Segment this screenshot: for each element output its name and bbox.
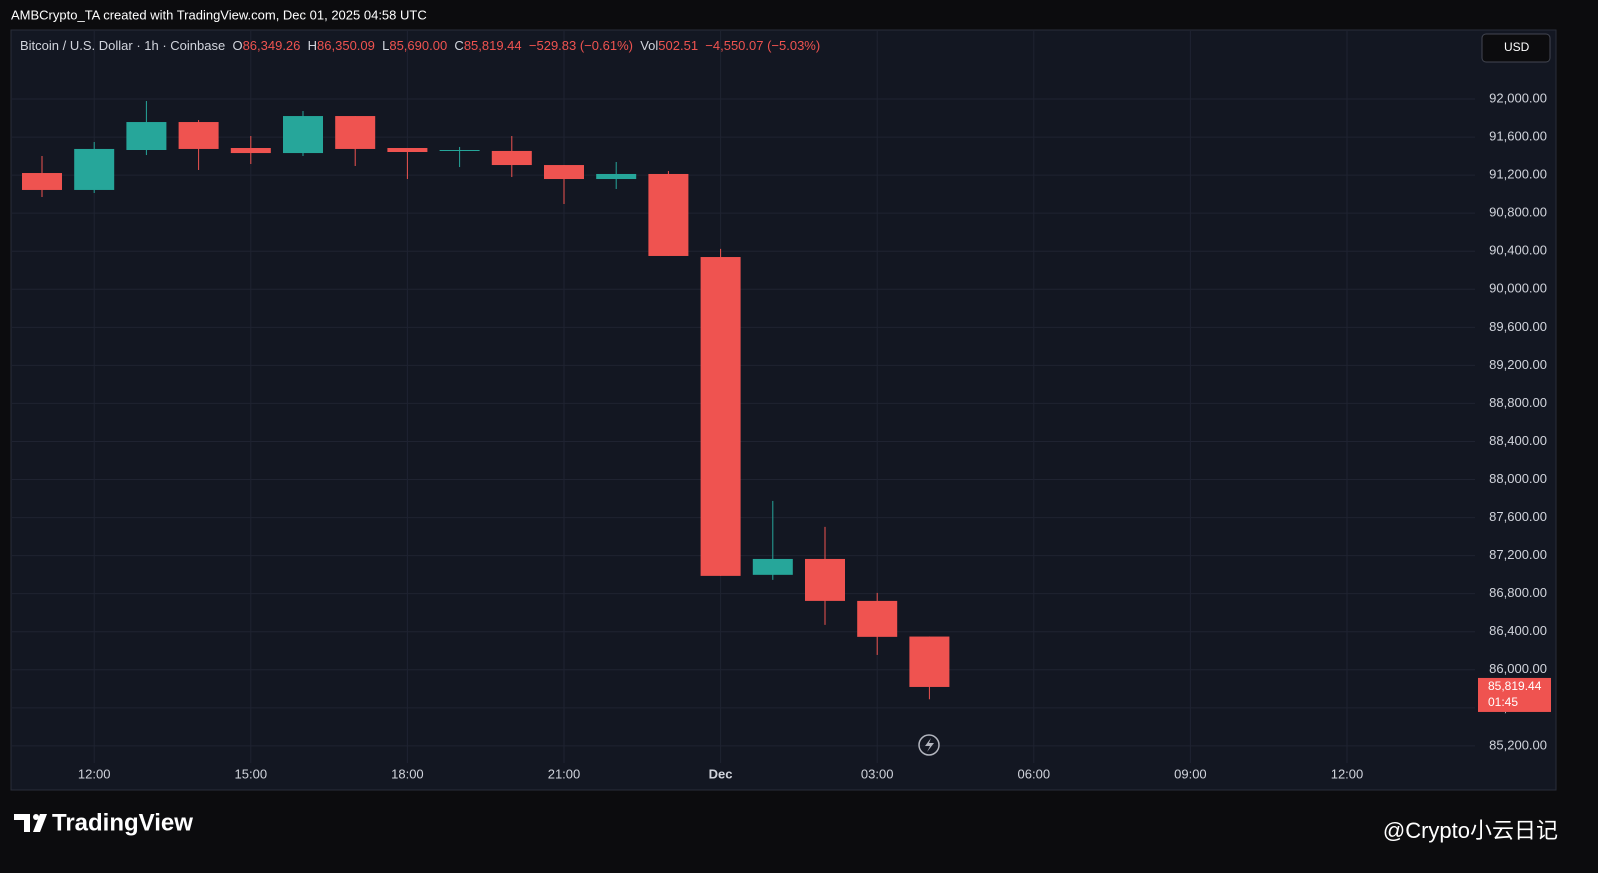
y-tick-label: 89,200.00 — [1489, 357, 1547, 372]
candle-body — [283, 116, 323, 154]
candle-body — [596, 173, 637, 180]
lightning-icon[interactable] — [918, 734, 940, 756]
currency-label[interactable]: USD — [1504, 40, 1530, 54]
candle-body — [126, 122, 167, 151]
candle-body — [491, 150, 532, 166]
x-tick-label: 03:00 — [861, 766, 894, 781]
y-tick-label: 87,600.00 — [1489, 509, 1547, 524]
vol-value: 502.51 — [658, 38, 699, 53]
candle-body — [700, 257, 741, 576]
y-tick-label: 91,200.00 — [1489, 167, 1547, 182]
legend: Bitcoin / U.S. Dollar · 1h · Coinbase O8… — [20, 38, 820, 53]
last-price-tag — [1478, 677, 1551, 712]
countdown-label: 01:45 — [1488, 695, 1518, 709]
o-value: 86,349.26 — [242, 38, 301, 53]
candle-body — [857, 600, 898, 637]
x-tick-label: 12:00 — [78, 766, 111, 781]
y-tick-label: 90,800.00 — [1489, 205, 1547, 220]
x-tick-label: Dec — [709, 766, 733, 781]
x-tick-label: 12:00 — [1331, 766, 1364, 781]
y-tick-label: 91,600.00 — [1489, 129, 1547, 144]
y-tick-label: 88,400.00 — [1489, 433, 1547, 448]
chart-panel — [10, 29, 1557, 791]
symbol: Bitcoin / U.S. Dollar · 1h · Coinbase — [20, 38, 226, 53]
h-value: 86,350.09 — [317, 38, 375, 53]
x-tick-label: 09:00 — [1174, 766, 1207, 781]
y-tick-label: 86,400.00 — [1489, 623, 1547, 638]
currency-button[interactable] — [1481, 33, 1551, 63]
y-tick-label: 86,000.00 — [1489, 661, 1547, 676]
brand-name: TradingView — [52, 809, 193, 836]
y-tick-label: 85,200.00 — [1489, 737, 1547, 752]
x-tick-label: 06:00 — [1018, 766, 1051, 781]
candle-body — [74, 148, 115, 190]
change: −529.83 (−0.61%) — [528, 38, 633, 53]
candle-body — [909, 636, 950, 687]
c-value: 85,819.44 — [463, 38, 522, 53]
watermark: @Crypto小云日记 — [1383, 818, 1558, 843]
x-tick-label: 21:00 — [548, 766, 581, 781]
l-label: L — [382, 38, 390, 53]
x-tick-label: 18:00 — [391, 766, 424, 781]
l-value: 85,690.00 — [389, 38, 448, 53]
candle-body — [648, 173, 689, 256]
y-tick-label: 88,800.00 — [1489, 395, 1547, 410]
candle-body — [439, 150, 480, 152]
y-tick-label: 90,000.00 — [1489, 281, 1547, 296]
candle-body — [805, 558, 845, 601]
candle-body — [335, 116, 376, 149]
y-tick-label: 86,800.00 — [1489, 585, 1547, 600]
brand-logo — [14, 814, 47, 832]
y-tick-label: 88,000.00 — [1489, 471, 1547, 486]
y-tick-label: 89,600.00 — [1489, 319, 1547, 334]
c-label: C — [454, 38, 464, 53]
candle-body — [544, 165, 584, 180]
header-text: AMBCrypto_TA created with TradingView.co… — [11, 7, 427, 22]
y-tick-label: 92,000.00 — [1489, 90, 1547, 105]
vol-label: Vol — [640, 38, 659, 53]
o-label: O — [232, 38, 243, 53]
y-tick-label: 90,400.00 — [1489, 243, 1547, 258]
candle-body — [178, 122, 219, 149]
h-label: H — [307, 38, 318, 53]
candle-body — [387, 148, 428, 153]
last-price-label: 85,819.44 — [1488, 679, 1542, 693]
vol-change: −4,550.07 (−5.03%) — [705, 38, 821, 53]
y-tick-label: 87,200.00 — [1489, 547, 1547, 562]
candle-body — [22, 173, 62, 190]
candle-body — [752, 558, 793, 575]
candle-body — [230, 148, 271, 154]
x-tick-label: 15:00 — [235, 766, 268, 781]
